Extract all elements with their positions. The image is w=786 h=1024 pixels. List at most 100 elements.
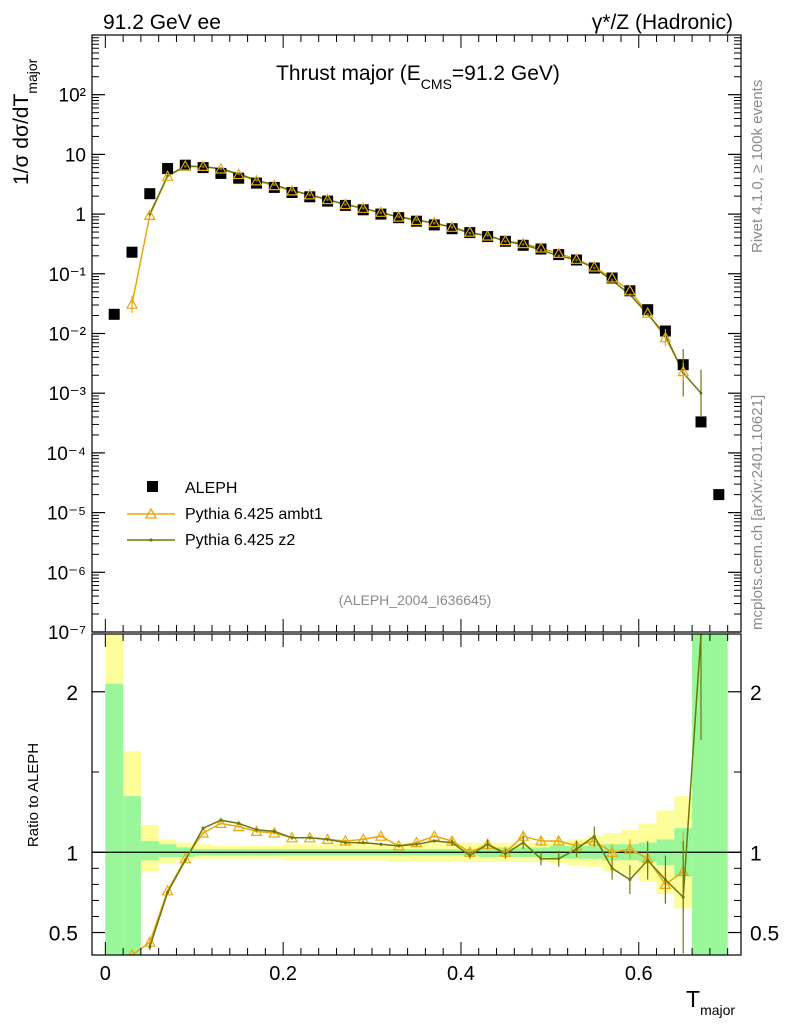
aleph-point [304,191,316,203]
main-ytick-label: 1 [75,205,86,226]
z2-point [326,198,329,202]
ratio-point-z2 [166,890,170,894]
ratio-point-z2 [592,834,596,838]
z2-point [575,258,578,262]
z2-point [255,178,258,182]
ratio-point-z2 [237,821,241,825]
ambt1-point [463,225,476,237]
main-ytick-label: 10⁻² [49,325,87,346]
ratio-ytick-label: 0.5 [49,923,78,946]
aleph-point [126,246,138,258]
ambt1-point [499,234,512,246]
band-inner [123,796,141,955]
z2-point [486,234,489,237]
z2-point [468,231,472,235]
xtick-label: 0.6 [625,963,653,985]
aleph-point [357,204,369,216]
side-label-rivet: Rivet 4.1.0, ≥ 100k events [749,80,766,253]
ratio-point-ambt1 [410,836,423,848]
x-axis-label: Tmajor [686,986,735,1018]
aleph-point [108,308,120,320]
z2-point [379,211,383,215]
ratio-point-z2 [343,841,347,845]
z2-point [610,278,614,282]
xtick-label: 0.2 [269,963,297,985]
analysis-watermark: (ALEPH_2004_I636645) [339,592,492,608]
aleph-point [144,188,156,200]
ratio-point-z2 [450,841,454,845]
ambt1-point [374,206,387,217]
ambt1-point [481,229,494,241]
z2-point [397,215,401,219]
ambt1-point [623,284,636,296]
z2-point [521,243,525,246]
z2-point [450,225,454,229]
aleph-point [286,187,298,198]
ratio-point-ambt1 [214,817,227,828]
band-inner [140,841,159,861]
main-line-ambt1 [131,165,684,372]
ambt1-point [392,210,405,222]
z2-point [415,218,418,222]
aleph-point [713,489,725,501]
ratio-line-z2 [149,634,702,948]
ratio-point-z2 [575,847,578,851]
ratio-point-z2 [272,829,276,833]
ratio-point-z2 [681,895,685,899]
ambt1-point [321,193,334,205]
legend: ALEPH Pythia 6.425 ambt1 Pythia 6.425 z2 [127,480,323,549]
main-ytick-label: 10⁻³ [49,384,87,405]
main-axes: 10² 10 1 10⁻¹ 10⁻² 10⁻³ 10⁻⁴ 10⁻⁵ 10⁻⁶ 10⁻⁷ [47,35,741,644]
ambt1-point [250,174,263,186]
ambt1-point [410,214,423,226]
ambt1-point [268,179,281,191]
z2-point [361,206,365,210]
y-axis-label: 1/σ dσ/dTmajor [10,58,40,185]
ambt1-point [588,260,601,272]
xtick-label: 0.4 [447,963,475,985]
ratio-point-z2 [183,858,187,862]
ambt1-point [517,237,530,249]
ratio-frame [91,633,742,956]
ratio-point-ambt1 [179,852,192,864]
ratio-ytick-label-right: 2 [750,682,762,705]
ratio-panel: 0.5 0.5 1 1 2 2 0 0.2 0.4 0.6 Ratio to ALEPH Tmaj… [25,633,779,1018]
ratio-point-z2 [201,826,205,830]
z2-point [219,167,223,171]
ambt1-point [641,306,654,318]
main-ytick-label: 10 [65,145,86,166]
z2-point [148,212,152,216]
z2-point [308,193,312,197]
ratio-point-z2 [503,852,507,856]
ratio-point-z2 [521,841,525,845]
ratio-point-z2 [379,842,383,846]
ambt1-point [179,159,192,171]
aleph-point [695,416,707,428]
legend-label-aleph: ALEPH [185,480,237,497]
xtick-label: 0 [100,963,111,985]
header-left: 91.2 GeV ee [103,11,221,34]
ratio-point-z2 [326,837,330,841]
legend-label-ambt1: Pythia 6.425 ambt1 [185,506,323,523]
aleph-point [251,177,262,189]
ambt1-point [534,241,548,253]
ratio-point-z2 [219,818,223,822]
ambt1-point [446,221,459,232]
side-label-mcplots: mcplots.cern.ch [arXiv:2401.10621] [749,395,766,630]
ambt1-point [428,216,441,228]
ratio-point-z2 [361,841,365,845]
ratio-point-ambt1 [552,834,565,846]
ratio-point-ambt1 [534,834,548,846]
z2-point [504,239,507,243]
ratio-ytick-label: 2 [66,682,78,705]
ratio-point-z2 [397,844,401,848]
aleph-point [428,219,440,231]
z2-point [201,165,205,169]
ratio-ytick-label-right: 1 [750,842,762,865]
main-line-z2 [149,165,702,394]
ambt1-point [606,271,619,283]
legend-label-z2: Pythia 6.425 z2 [185,532,295,549]
ratio-ytick-label-right: 0.5 [750,923,779,946]
ratio-point-ambt1 [623,842,636,854]
